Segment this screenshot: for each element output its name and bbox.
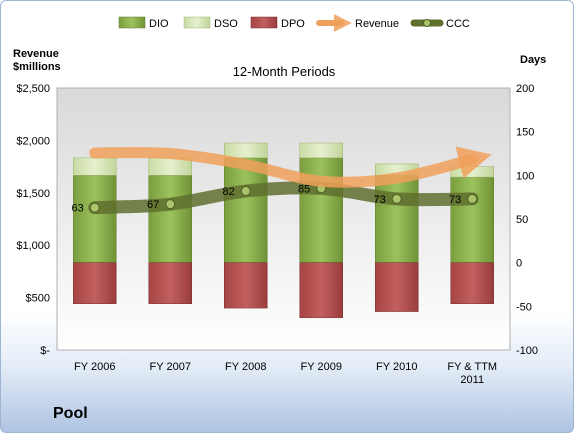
x-tick-label: FY 2010 bbox=[376, 361, 417, 373]
dpo-bar bbox=[299, 262, 343, 318]
x-tick-label: FY & TTM bbox=[447, 361, 497, 373]
dpo-bar bbox=[224, 262, 268, 309]
x-tick-label: FY 2009 bbox=[301, 361, 342, 373]
dio-bar bbox=[450, 176, 494, 263]
dso-bar bbox=[73, 157, 117, 176]
y-left-tick-label: $500 bbox=[26, 293, 50, 305]
ccc-point bbox=[391, 193, 402, 204]
chart-title: 12-Month Periods bbox=[233, 64, 336, 79]
ccc-data-label: 67 bbox=[147, 199, 159, 211]
dio-bar bbox=[224, 157, 268, 263]
company-name: Pool bbox=[53, 405, 88, 422]
y-right-tick-label: 150 bbox=[516, 127, 534, 139]
x-tick-label: FY 2007 bbox=[150, 361, 191, 373]
ccc-data-label: 63 bbox=[72, 203, 84, 215]
ccc-data-label: 73 bbox=[374, 194, 386, 206]
ccc-point bbox=[467, 193, 478, 204]
legend-label-revenue: Revenue bbox=[355, 18, 399, 30]
legend: DIO DSO DPO Revenue CCC bbox=[118, 14, 470, 32]
legend-marker-ccc bbox=[423, 19, 431, 27]
bars bbox=[73, 142, 494, 318]
y-left-tick-label: $1,000 bbox=[16, 240, 50, 252]
y-left-tick-label: $1,500 bbox=[16, 188, 50, 200]
dio-bar bbox=[148, 175, 192, 263]
legend-label-dpo: DPO bbox=[281, 18, 305, 30]
dpo-bar bbox=[375, 262, 419, 312]
plot-area bbox=[56, 87, 511, 351]
legend-swatch-dio bbox=[118, 16, 146, 29]
y-left-axis-ticks: $- $500 $1,000 $1,500 $2,000 $2,500 bbox=[16, 83, 50, 357]
dso-bar bbox=[299, 142, 343, 159]
legend-label-ccc: CCC bbox=[446, 18, 470, 30]
dio-bar bbox=[73, 175, 117, 263]
ccc-data-label: 73 bbox=[449, 194, 461, 206]
y-left-axis-label-line-2: $millions bbox=[13, 61, 61, 73]
y-right-tick-label: 50 bbox=[516, 214, 528, 226]
y-left-axis-label: Revenue $millions bbox=[13, 48, 62, 73]
x-tick-label: FY 2006 bbox=[74, 361, 115, 373]
ccc-data-label: 85 bbox=[298, 183, 310, 195]
y-right-tick-label: -50 bbox=[516, 301, 532, 313]
x-tick-label: 2011 bbox=[460, 374, 484, 386]
dpo-bar bbox=[73, 262, 117, 304]
ccc-point bbox=[89, 202, 100, 213]
revenue-line bbox=[89, 146, 492, 188]
series-lines: 63 67 82 85 73 73 bbox=[72, 146, 492, 215]
dio-bar bbox=[375, 175, 419, 263]
legend-swatch-dso bbox=[183, 16, 211, 29]
y-right-axis-label: Days bbox=[520, 54, 546, 66]
y-right-tick-label: 0 bbox=[516, 258, 522, 270]
ccc-data-label: 82 bbox=[223, 186, 235, 198]
ccc-point bbox=[165, 199, 176, 210]
dpo-bar bbox=[450, 262, 494, 304]
y-right-tick-label: 200 bbox=[516, 83, 534, 95]
legend-swatch-dpo bbox=[250, 16, 278, 29]
ccc-line bbox=[88, 181, 479, 215]
x-axis-ticks: FY 2006 FY 2007 FY 2008 FY 2009 FY 2010 FY & … bbox=[74, 361, 497, 386]
y-left-tick-label: $- bbox=[40, 345, 50, 357]
ccc-point bbox=[240, 186, 251, 197]
y-right-tick-label: 100 bbox=[516, 170, 534, 182]
legend-label-dio: DIO bbox=[149, 18, 169, 30]
y-left-tick-label: $2,000 bbox=[16, 135, 50, 147]
dpo-bar bbox=[148, 262, 192, 304]
y-left-axis-label-line-1: Revenue bbox=[13, 48, 59, 60]
x-tick-label: FY 2008 bbox=[225, 361, 266, 373]
y-right-axis-ticks: -100 -50 0 50 100 150 200 bbox=[516, 83, 538, 357]
dso-bar bbox=[224, 142, 268, 159]
legend-label-dso: DSO bbox=[214, 18, 238, 30]
y-right-tick-label: -100 bbox=[516, 345, 538, 357]
y-left-tick-label: $2,500 bbox=[16, 83, 50, 95]
